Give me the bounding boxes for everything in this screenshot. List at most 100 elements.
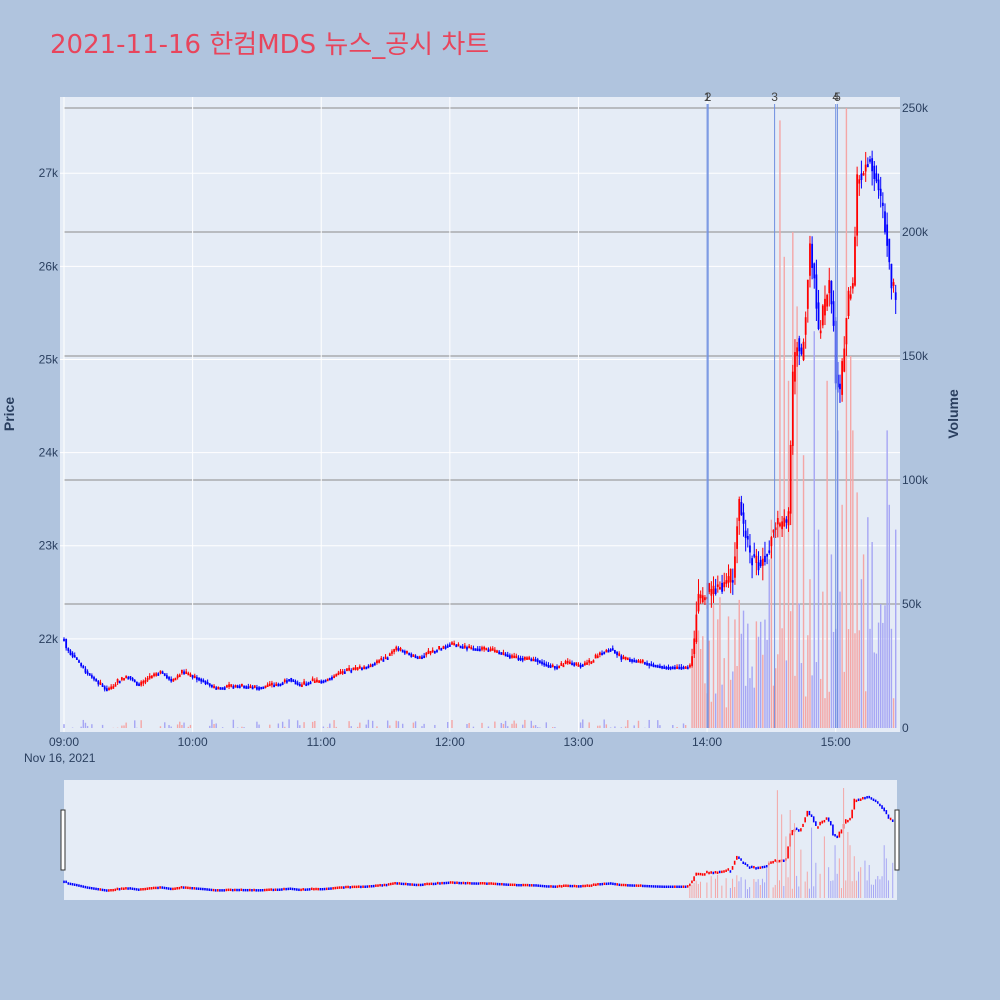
candle-body <box>532 658 535 662</box>
candle-body <box>378 660 381 663</box>
candle-body <box>562 664 565 668</box>
volume-bar <box>123 725 125 728</box>
candle-body <box>860 173 863 180</box>
mini-candle <box>125 887 127 890</box>
mini-candle <box>392 882 394 885</box>
mini-candle <box>879 803 881 807</box>
range-slider-handle-left[interactable] <box>60 809 66 871</box>
candle-body <box>337 672 340 676</box>
mini-candle <box>137 888 140 891</box>
candle-body <box>406 650 408 654</box>
candle-body <box>172 678 175 682</box>
range-slider-handle-right[interactable] <box>894 809 900 871</box>
candle-body <box>888 238 891 263</box>
mini-candle <box>281 888 283 891</box>
mini-candle <box>330 887 332 890</box>
mini-candle <box>496 882 499 886</box>
range-slider-background[interactable] <box>64 780 897 900</box>
mini-volume-bar <box>695 880 697 898</box>
mini-volume-bar <box>725 878 727 898</box>
candle-body <box>448 644 451 647</box>
mini-candle <box>772 860 774 864</box>
mini-candle <box>806 810 809 817</box>
mini-candle <box>616 883 618 886</box>
mini-candle <box>287 887 290 891</box>
volume-bar <box>140 720 142 728</box>
candle-body <box>614 650 616 654</box>
candle-body <box>273 684 275 688</box>
mini-candle <box>413 883 416 887</box>
candle-body <box>549 665 552 668</box>
mini-volume-bar <box>834 845 836 898</box>
volume-bar <box>819 678 822 728</box>
mini-candle <box>757 866 759 870</box>
candle-body <box>809 243 811 276</box>
mini-candle <box>454 881 456 885</box>
volume-bar <box>421 726 423 728</box>
candle-body <box>691 656 693 666</box>
candle-body <box>684 666 687 669</box>
mini-candle <box>381 884 384 887</box>
candle-body <box>453 642 456 646</box>
mini-candle <box>289 887 292 890</box>
mini-candle <box>244 888 247 892</box>
mini-candle <box>759 866 762 869</box>
volume-bar <box>401 723 404 728</box>
candle-body <box>97 680 100 685</box>
mini-candle <box>733 860 736 865</box>
candle-body <box>215 687 218 690</box>
mini-candle <box>434 882 437 886</box>
mini-volume-bar <box>830 880 832 898</box>
volume-bar <box>862 554 865 728</box>
candle-body <box>75 657 78 660</box>
mini-volume-bar <box>870 884 872 898</box>
mini-candle <box>396 882 398 885</box>
mini-candle <box>169 887 172 891</box>
mini-candle <box>90 886 93 890</box>
mini-candle <box>266 888 268 892</box>
price-tick-label: 23k <box>39 539 59 553</box>
mini-candle <box>394 881 396 885</box>
volume-bar <box>189 724 192 728</box>
mini-candle <box>108 889 110 892</box>
candle-body <box>481 647 483 650</box>
candle-body <box>744 530 747 538</box>
volume-bar <box>588 722 590 728</box>
candle-body <box>854 236 856 286</box>
mini-candle <box>206 888 208 891</box>
mini-candle <box>535 884 537 887</box>
mini-volume-bar <box>868 865 870 898</box>
y-axis-title-volume: Volume <box>945 389 961 439</box>
candle-body <box>571 662 573 666</box>
candle-body <box>135 681 138 686</box>
mini-candle <box>691 880 693 884</box>
mini-candle <box>599 883 601 886</box>
candle-body <box>560 662 563 666</box>
volume-bar <box>269 724 271 728</box>
news-markers[interactable]: 12 3 45 <box>704 90 841 728</box>
mini-candle <box>558 884 561 888</box>
mini-candle <box>430 882 433 886</box>
volume-bar <box>303 722 305 728</box>
candle-body <box>620 655 623 660</box>
candle-body <box>446 645 449 648</box>
mini-volume-bar <box>768 861 770 898</box>
volume-bar <box>849 356 852 728</box>
candle-body <box>513 655 516 659</box>
mini-candle <box>823 819 826 823</box>
candle-body <box>851 283 854 289</box>
mini-candle <box>612 882 614 886</box>
candle-body <box>485 647 488 651</box>
candle-body <box>804 317 807 335</box>
mini-candle <box>550 885 552 888</box>
volume-bar <box>749 678 751 728</box>
mini-candle <box>343 886 345 889</box>
mini-volume-bar <box>804 881 806 898</box>
volume-bar <box>839 591 841 728</box>
mini-candle <box>345 885 347 889</box>
mini-candle <box>178 886 181 890</box>
candle-body <box>618 653 621 656</box>
candle-body <box>125 675 128 679</box>
volume-bar <box>258 724 260 728</box>
volume-bar <box>532 725 535 728</box>
